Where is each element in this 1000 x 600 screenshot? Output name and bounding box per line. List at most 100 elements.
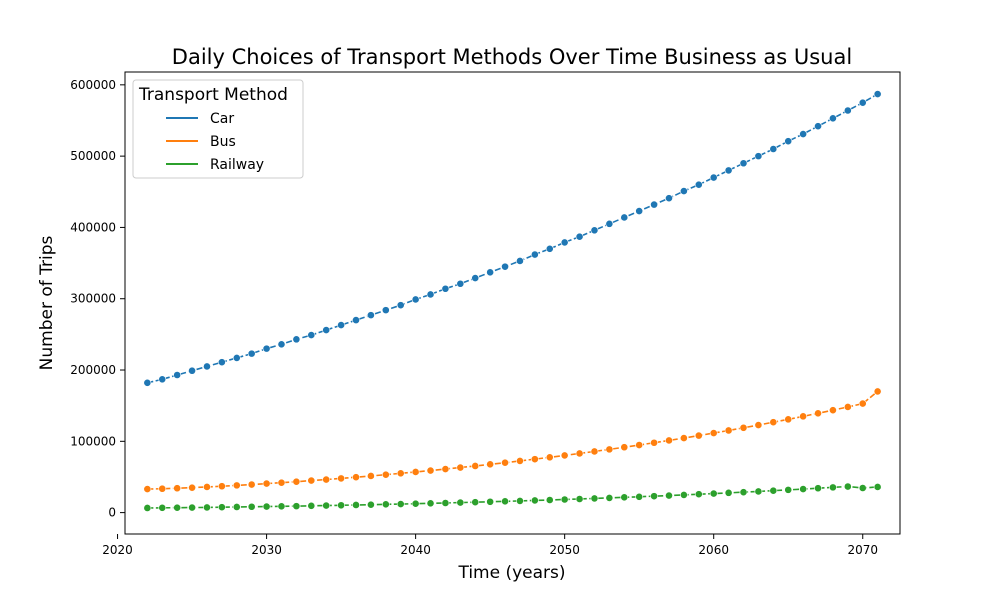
data-point-railway <box>829 483 837 492</box>
data-point-railway <box>724 488 733 497</box>
data-point-car <box>143 378 152 387</box>
data-point-railway <box>203 503 211 512</box>
data-point-bus <box>739 423 748 432</box>
data-point-car <box>411 295 420 304</box>
data-point-railway <box>486 497 495 506</box>
data-point-railway <box>307 501 316 510</box>
data-point-car <box>709 173 718 182</box>
data-point-bus <box>217 482 226 491</box>
data-point-railway <box>769 486 778 495</box>
x-tick-label: 2070 <box>847 543 878 557</box>
y-tick-label: 500000 <box>70 149 116 163</box>
data-point-car <box>605 219 614 228</box>
data-point-railway <box>232 503 241 511</box>
data-point-car <box>635 207 644 215</box>
data-point-bus <box>411 468 420 476</box>
data-point-car <box>516 257 524 265</box>
data-point-car <box>665 194 673 203</box>
data-point-car <box>501 262 509 271</box>
data-point-car <box>754 152 763 161</box>
legend-box <box>132 79 304 179</box>
data-point-bus <box>843 403 852 411</box>
data-point-bus <box>352 473 360 482</box>
data-point-car <box>352 316 360 325</box>
data-point-car <box>650 200 658 209</box>
data-point-bus <box>471 462 480 470</box>
data-point-car <box>471 274 480 282</box>
data-point-railway <box>784 485 793 494</box>
data-point-car <box>217 358 226 367</box>
data-point-railway <box>188 503 196 512</box>
data-point-bus <box>262 479 271 488</box>
data-point-railway <box>754 487 763 496</box>
data-point-bus <box>724 426 733 435</box>
data-point-railway <box>575 495 584 503</box>
data-point-car <box>590 226 599 235</box>
data-point-bus <box>367 472 375 480</box>
data-point-bus <box>516 457 524 465</box>
data-point-car <box>560 238 569 247</box>
data-point-railway <box>501 497 509 506</box>
data-point-car <box>724 166 733 175</box>
data-point-railway <box>292 502 301 511</box>
data-point-bus <box>203 483 211 491</box>
data-point-car <box>829 114 837 123</box>
y-tick-label: 400000 <box>70 220 116 234</box>
data-point-bus <box>277 478 286 487</box>
data-point-railway <box>635 492 644 501</box>
data-point-car <box>396 301 405 310</box>
data-point-car <box>858 98 867 107</box>
data-point-bus <box>650 438 658 447</box>
x-tick-label: 2020 <box>102 543 133 557</box>
series-line-railway <box>147 485 878 509</box>
y-tick-label: 600000 <box>70 78 116 92</box>
data-point-railway <box>352 501 360 509</box>
x-axis-label: Time (years) <box>457 563 565 583</box>
data-point-car <box>486 268 495 277</box>
series-line-bus <box>147 390 879 490</box>
data-point-bus <box>337 474 346 483</box>
x-axis: 2020 2030 2040 2050 2060 2070 <box>102 534 878 557</box>
data-point-bus <box>679 434 688 442</box>
data-point-railway <box>277 502 286 511</box>
data-point-bus <box>441 465 450 473</box>
data-point-car <box>307 331 316 339</box>
data-point-railway <box>843 482 852 491</box>
data-point-railway <box>441 499 450 507</box>
x-tick-label: 2060 <box>698 543 729 557</box>
data-point-railway <box>799 485 808 493</box>
data-point-bus <box>620 443 629 452</box>
data-point-railway <box>739 488 748 497</box>
data-point-bus <box>486 460 495 469</box>
y-tick-label: 200000 <box>70 363 116 377</box>
data-point-bus <box>381 470 390 479</box>
data-point-bus <box>501 458 509 467</box>
data-point-bus <box>799 412 808 421</box>
data-point-bus <box>694 431 703 440</box>
data-point-railway <box>396 500 405 508</box>
data-point-bus <box>858 399 867 408</box>
data-point-bus <box>426 466 435 475</box>
data-point-car <box>843 106 852 115</box>
data-point-bus <box>188 483 196 492</box>
data-point-railway <box>381 500 390 509</box>
data-point-car <box>337 321 346 329</box>
legend-label-railway: Railway <box>210 157 264 173</box>
data-point-railway <box>605 494 614 502</box>
data-point-railway <box>814 484 822 493</box>
axes-frame <box>124 71 901 535</box>
data-point-railway <box>217 503 226 512</box>
data-point-car <box>530 250 539 259</box>
data-point-bus <box>605 445 614 454</box>
data-point-railway <box>620 493 629 502</box>
data-point-bus <box>590 447 599 456</box>
data-point-bus <box>143 485 152 493</box>
data-point-railway <box>560 495 569 504</box>
data-point-car <box>545 244 554 253</box>
data-point-car <box>292 335 301 344</box>
data-point-railway <box>247 502 256 511</box>
data-point-car <box>262 344 271 353</box>
data-point-bus <box>307 476 316 485</box>
data-point-bus <box>709 429 718 437</box>
